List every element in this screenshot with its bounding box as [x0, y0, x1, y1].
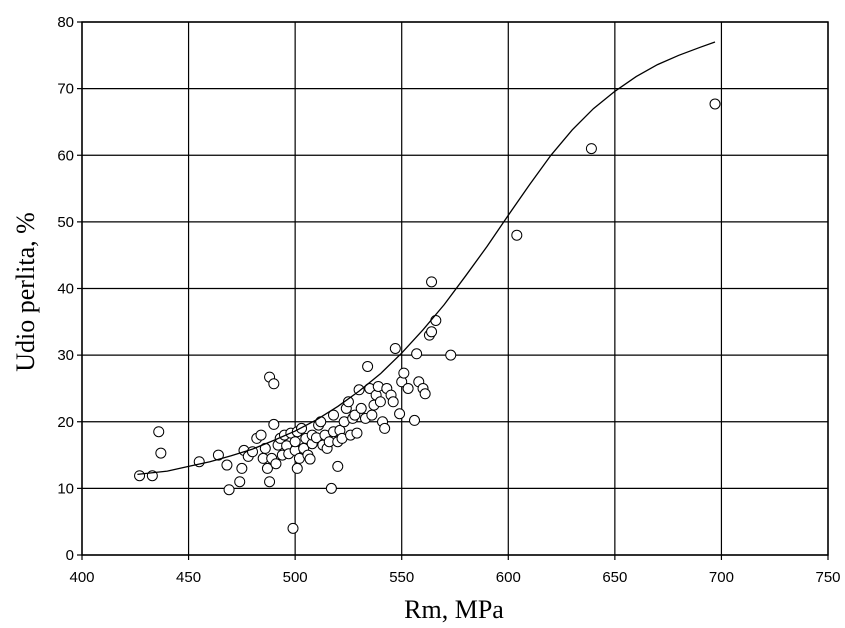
data-point — [268, 378, 280, 390]
data-point — [511, 229, 523, 241]
data-point — [289, 436, 301, 448]
data-point — [387, 396, 399, 408]
data-point — [332, 460, 344, 472]
data-point — [264, 476, 276, 488]
x-tick-label: 700 — [709, 569, 734, 586]
y-tick-label: 50 — [57, 214, 74, 231]
data-point — [411, 348, 423, 360]
y-tick-label: 40 — [57, 281, 74, 298]
data-point — [134, 470, 146, 482]
data-point — [328, 409, 340, 421]
data-point — [426, 276, 438, 288]
fit-curve-line — [137, 41, 716, 476]
data-point — [355, 402, 367, 414]
data-point — [709, 98, 721, 110]
data-point — [366, 409, 378, 421]
data-point — [234, 476, 246, 488]
data-point — [212, 449, 224, 461]
data-point — [268, 418, 280, 430]
x-tick-label: 400 — [69, 569, 94, 586]
y-tick-label: 60 — [57, 147, 74, 164]
data-point — [270, 458, 282, 470]
data-point — [398, 367, 410, 379]
tick-labels: 400 450 500 550 600 650 700 750 0 10 20 30 40 50 60 70 8… — [57, 14, 840, 586]
data-point — [291, 462, 303, 474]
data-point — [304, 453, 316, 465]
data-point — [585, 143, 597, 155]
data-point — [362, 360, 374, 372]
x-axis-label: Rm, MPa — [404, 595, 504, 624]
data-point — [426, 326, 438, 338]
y-tick-label: 30 — [57, 347, 74, 364]
data-point — [287, 522, 299, 534]
fit-curve-series — [137, 41, 716, 476]
y-tick-label: 20 — [57, 414, 74, 431]
scatter-series — [134, 98, 721, 534]
y-tick-label: 80 — [57, 14, 74, 31]
data-point — [409, 414, 421, 426]
data-point — [155, 447, 167, 459]
data-point — [255, 429, 267, 441]
data-point — [221, 459, 233, 471]
y-tick-label: 0 — [66, 547, 74, 564]
data-point — [430, 314, 442, 326]
data-point — [325, 482, 337, 494]
data-point — [153, 426, 165, 438]
data-point — [374, 396, 386, 408]
data-point — [389, 342, 401, 354]
x-tick-label: 500 — [283, 569, 308, 586]
data-point — [236, 462, 248, 474]
data-point — [394, 408, 406, 420]
data-point — [261, 462, 273, 474]
data-point — [223, 484, 235, 496]
data-point — [349, 409, 361, 421]
x-tick-label: 550 — [389, 569, 414, 586]
data-point — [379, 422, 391, 434]
y-tick-label: 70 — [57, 81, 74, 98]
x-tick-label: 600 — [496, 569, 521, 586]
data-point — [351, 427, 363, 439]
x-tick-label: 450 — [176, 569, 201, 586]
data-point — [402, 382, 414, 394]
plot-frame — [81, 21, 829, 556]
data-point — [419, 388, 431, 400]
y-tick-label: 10 — [57, 480, 74, 497]
data-point — [445, 349, 457, 361]
x-tick-label: 750 — [815, 569, 840, 586]
y-axis-label: Udio perlita, % — [11, 212, 40, 372]
x-tick-label: 650 — [602, 569, 627, 586]
data-point — [315, 416, 327, 428]
